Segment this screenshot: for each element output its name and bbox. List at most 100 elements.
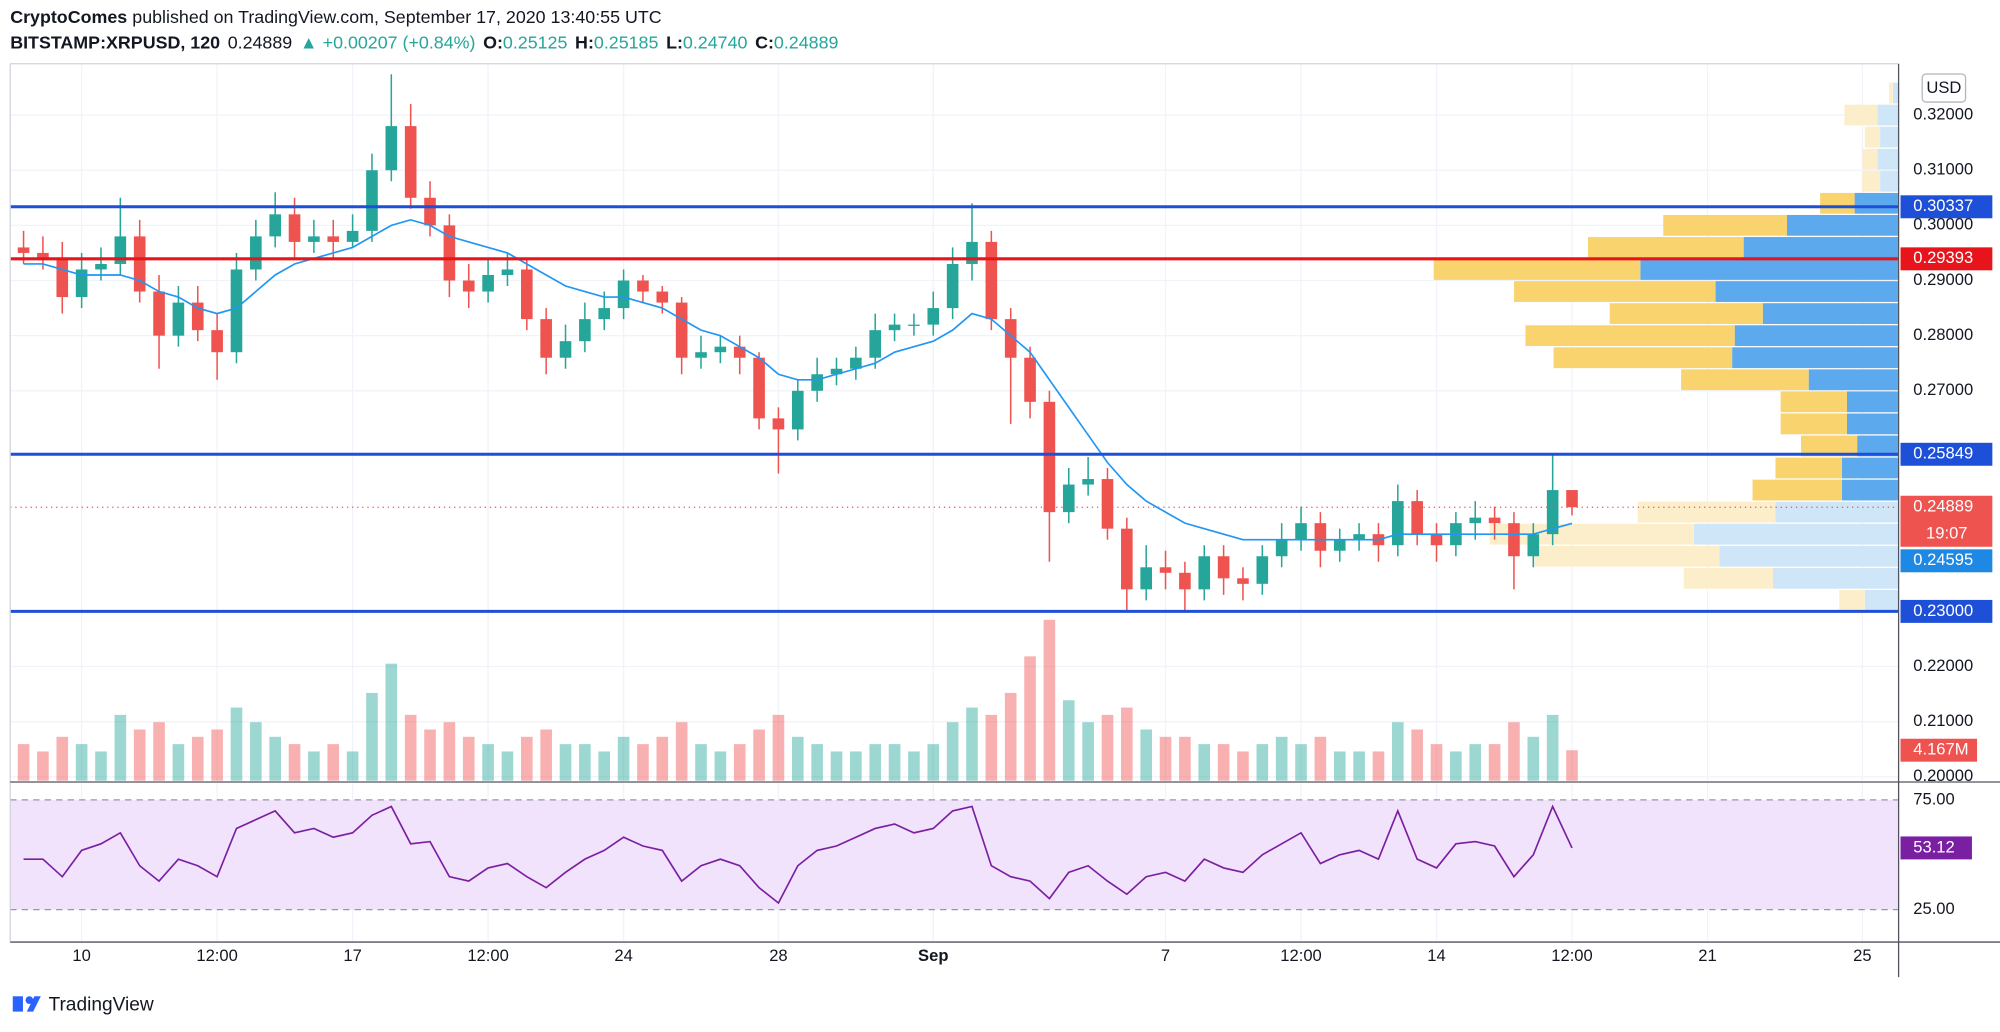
profile-down [1514,281,1716,302]
profile-up [1864,589,1898,611]
volume-label: 4.167M [1913,740,1968,759]
candle-body [791,390,804,430]
volume-bar [327,744,340,781]
ohlc-value: 0.24889 [774,32,839,52]
volume-bar [1062,700,1075,781]
logo-mark [12,996,23,1012]
volume-bar [1043,619,1056,781]
ohlc-key: C: [755,32,774,52]
candle-body [675,302,688,358]
candle-body [1508,523,1520,557]
profile-down [1801,435,1858,457]
level-label: 0.25849 [1913,444,1973,463]
volume-bar [1159,736,1172,781]
candle-body [927,308,940,325]
candle-body [37,252,49,259]
candle-body [482,274,494,292]
volume-bar [1392,722,1404,781]
candles [17,74,1578,612]
candle-body [1159,567,1172,573]
published: published on TradingView.com, September … [132,7,661,27]
x-tick-label: 7 [1161,946,1170,965]
volume-bar [772,714,785,781]
profile-up [1846,413,1898,435]
volume-bar [1372,751,1385,781]
candle-body [1411,501,1423,535]
candle-body [869,330,882,358]
profile-up [1640,259,1898,280]
candle-body [753,357,765,419]
candle-body [1314,523,1327,551]
volume-bar [1295,744,1307,781]
volume-bar [1314,736,1327,781]
y-tick-label: 0.22000 [1913,656,1973,675]
ma-label: 0.24595 [1913,550,1973,569]
volume-bar [1101,714,1114,781]
rsi-band [10,799,1898,910]
symbol-line: BITSTAMP:XRPUSD, 120 0.24889 ▲ +0.00207 (+0… [10,32,838,52]
volume-bar [1353,751,1365,781]
candle-body [56,258,69,298]
up-arrow: ▲ [300,32,318,52]
y-tick-label: 0.28000 [1913,325,1973,344]
volume-bar [675,722,688,781]
profile-up [1762,303,1898,324]
candle-body [501,269,514,275]
candle-body [114,236,127,264]
volume-bar [424,729,436,781]
x-tick-label: 21 [1698,946,1716,965]
currency-box[interactable] [1921,73,1967,103]
x-tick-label: 10 [72,946,90,965]
volume-bar [1024,656,1036,781]
candle-body [172,302,185,336]
x-tick-label: Sep [918,946,948,965]
x-tick-label: 14 [1427,946,1445,965]
volume-bar [114,714,127,781]
candle-body [308,236,320,242]
volume-bar [1256,744,1269,781]
profile-down [1553,347,1733,369]
candle-body [191,302,204,331]
volume-bar [1546,714,1559,781]
candle-body [1566,490,1578,508]
volume-bar [191,736,204,781]
profile-up [1734,325,1898,347]
x-tick-label: 12:00 [467,946,508,965]
volume-bar [579,744,591,781]
volume-bar [1179,736,1191,781]
volume-profile [1433,82,1898,611]
candle-body [1256,556,1269,584]
candle-body [850,357,862,369]
volume-bar [946,722,959,781]
volume-bar [1527,736,1540,781]
volume-bar [830,751,843,781]
ohlc-value: 0.25185 [594,32,659,52]
profile-up [1841,479,1898,501]
candle-body [811,374,823,391]
volume-bar [230,707,243,781]
candle-body [211,330,223,353]
volume-bar [1140,729,1152,781]
volume-bar [308,751,320,781]
x-tick-label: 25 [1853,946,1871,965]
candle-body [985,241,998,320]
candle-body [888,324,901,331]
candle-body [327,236,340,242]
rsi-line [23,804,1573,905]
candle-body [520,269,533,320]
candle-body [95,263,107,270]
volume-pane [17,619,1578,781]
profile-down [1683,567,1773,589]
profile-up [1693,523,1898,545]
volume-bar [37,751,49,781]
volume-bar [1217,744,1230,781]
volume-bar [1508,722,1520,781]
volume-bar [250,722,262,781]
volume-bar [908,751,920,781]
candle-body [656,291,669,303]
currency: USD [1926,78,1961,97]
candle-body [1469,517,1482,524]
y-tick-label: 0.30000 [1913,215,1973,234]
volume-bar [888,744,901,781]
